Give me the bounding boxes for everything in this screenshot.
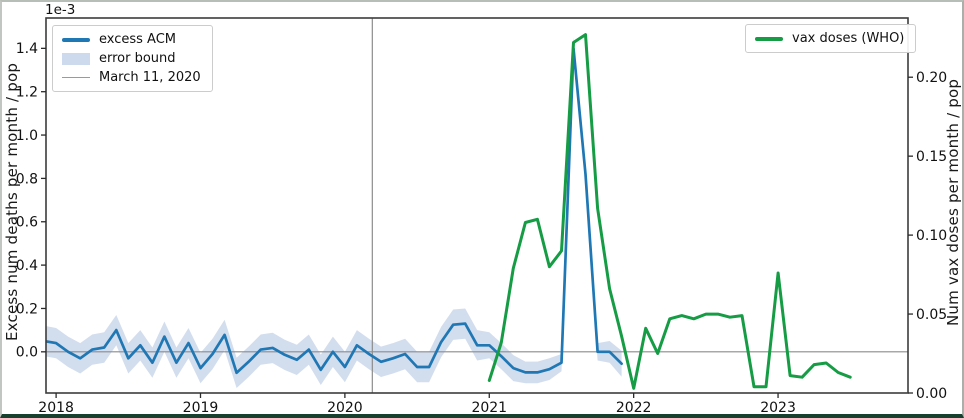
right-y-tick-label: 0.05: [916, 307, 947, 323]
legend-left-item: excess ACM: [62, 32, 201, 47]
left-y-tick-label: 1.0: [16, 128, 38, 144]
left-y-tick-label: 0.6: [16, 215, 38, 231]
x-tick-label: 2020: [327, 400, 363, 414]
legend-left-swatch-patch: [62, 52, 90, 65]
right-y-tick-label: 0.10: [916, 228, 947, 244]
error-band: [46, 37, 622, 388]
right-y-tick-label: 0.00: [916, 386, 947, 402]
legend-left-swatch-thin-line: [62, 76, 90, 79]
left-y-tick-label: 1.4: [16, 41, 38, 57]
legend-left-label: error bound: [99, 51, 176, 66]
left-axis-title: Excess num deaths per month / pop: [3, 62, 21, 342]
x-tick-label: 2019: [183, 400, 219, 414]
legend-left-item: error bound: [62, 51, 201, 66]
legend-left-item: March 11, 2020: [62, 70, 201, 85]
left-y-tick-label: 1.2: [16, 85, 38, 101]
legend-left-label: March 11, 2020: [99, 70, 201, 85]
legend-right-label: vax doses (WHO): [792, 31, 905, 46]
left-axis-offset-text: 1e-3: [45, 2, 75, 18]
axes-frame: [45, 17, 909, 394]
legend-right: vax doses (WHO): [745, 24, 917, 53]
right-axis-title: Num vax doses per month / pop: [944, 78, 962, 326]
legend-left: excess ACM error bound March 11, 2020: [52, 25, 213, 92]
x-tick-label: 2018: [38, 400, 74, 414]
vax-doses-line: [487, 33, 852, 390]
legend-right-swatch-line: [755, 36, 783, 41]
legend-right-item: vax doses (WHO): [755, 31, 904, 46]
x-tick-label: 2022: [616, 400, 652, 414]
left-y-tick-label: 0.8: [16, 171, 38, 187]
x-tick-label: 2023: [760, 400, 796, 414]
left-y-tick-label: 0.2: [16, 301, 38, 317]
left-y-tick-label: 0.4: [16, 258, 38, 274]
right-y-tick-label: 0.20: [916, 70, 947, 86]
excess-acm-line: [46, 46, 623, 375]
legend-left-label: excess ACM: [99, 32, 177, 47]
left-y-tick-label: 0.0: [16, 345, 38, 361]
x-tick-label: 2021: [471, 400, 507, 414]
right-y-tick-label: 0.15: [916, 149, 947, 165]
legend-left-swatch-line: [62, 37, 90, 42]
